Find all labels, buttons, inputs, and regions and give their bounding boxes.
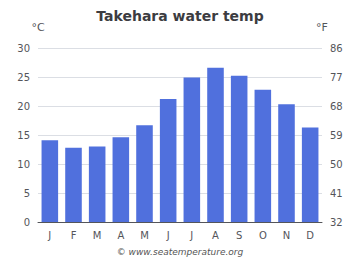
svg-text:Takehara water temp: Takehara water temp — [96, 8, 263, 24]
svg-text:77: 77 — [330, 72, 343, 83]
svg-text:J: J — [47, 230, 51, 241]
svg-text:J: J — [189, 230, 193, 241]
svg-text:M: M — [140, 230, 149, 241]
svg-text:N: N — [283, 230, 290, 241]
svg-text:59: 59 — [330, 130, 343, 141]
svg-text:15: 15 — [17, 130, 30, 141]
svg-text:25: 25 — [17, 72, 30, 83]
svg-text:O: O — [259, 230, 267, 241]
svg-text:68: 68 — [330, 101, 343, 112]
svg-text:32: 32 — [330, 217, 343, 228]
svg-text:S: S — [236, 230, 242, 241]
svg-text:M: M — [93, 230, 102, 241]
svg-text:D: D — [306, 230, 314, 241]
svg-text:© www.seatemperature.org: © www.seatemperature.org — [117, 247, 244, 257]
svg-text:5: 5 — [24, 188, 30, 199]
svg-text:50: 50 — [330, 159, 343, 170]
svg-text:°C: °C — [31, 21, 45, 34]
svg-text:F: F — [71, 230, 77, 241]
svg-text:A: A — [117, 230, 124, 241]
svg-text:30: 30 — [17, 43, 30, 54]
svg-text:°F: °F — [316, 21, 328, 34]
svg-text:J: J — [166, 230, 170, 241]
svg-text:A: A — [212, 230, 219, 241]
svg-text:41: 41 — [330, 188, 343, 199]
svg-text:10: 10 — [17, 159, 30, 170]
svg-text:86: 86 — [330, 43, 343, 54]
svg-text:20: 20 — [17, 101, 30, 112]
svg-text:0: 0 — [24, 217, 30, 228]
